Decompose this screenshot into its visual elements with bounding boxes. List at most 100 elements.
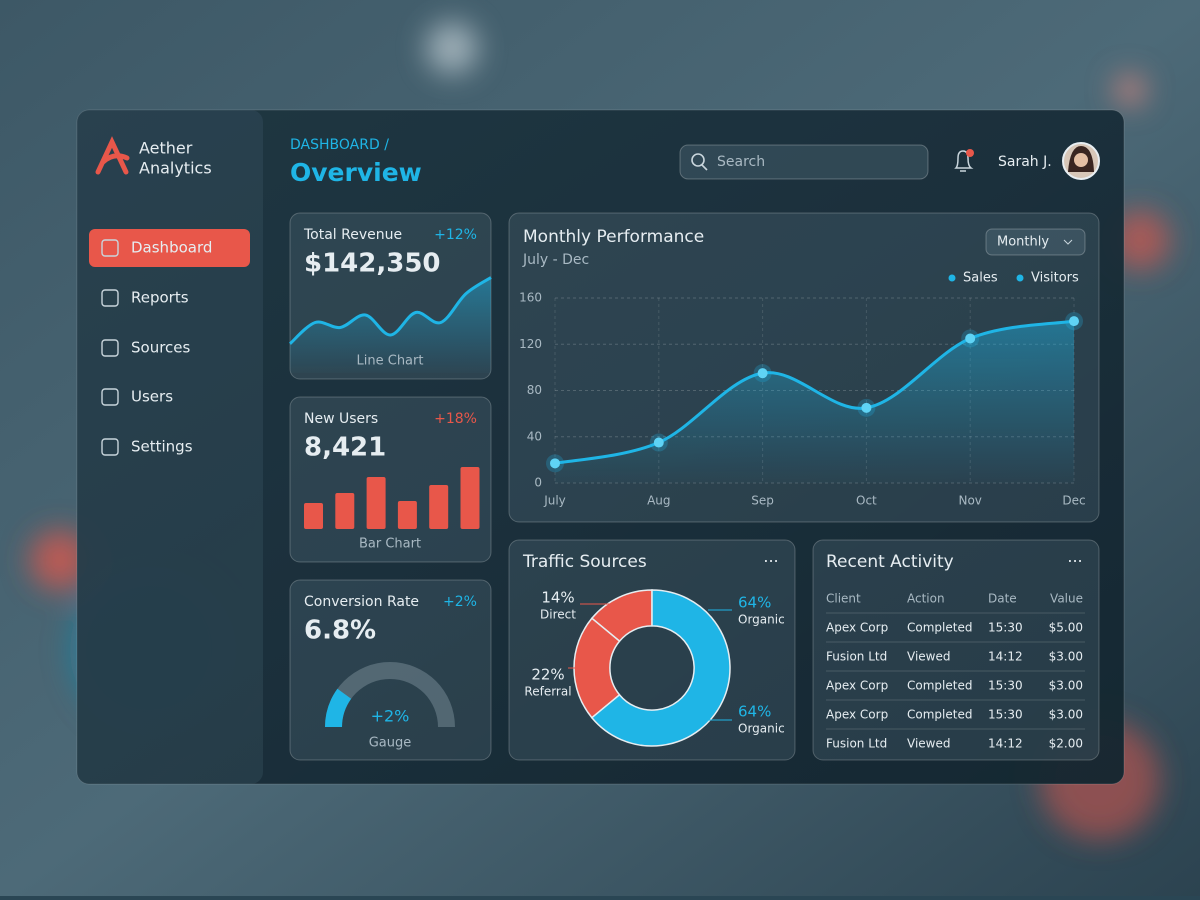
main-panel [76,109,1125,785]
y-tick-label: 160 [519,291,542,305]
dropdown-label: Monthly [997,235,1049,250]
kpi: 8,421 [304,433,386,463]
table-cell: 15:30 [988,621,1023,635]
table-cell: Apex Corp [826,708,888,722]
page-title: Overview [290,158,422,187]
bar [429,485,449,529]
sidebar [77,110,263,784]
card-title: Traffic Sources [522,552,647,572]
x-tick-label: July [543,494,566,508]
table-cell: Fusion Ltd [826,737,887,751]
legend-dot [1016,274,1024,282]
change: +18% [434,411,477,427]
marker [1069,316,1079,327]
table-header: Date [988,592,1017,606]
search-icon [691,153,705,167]
avatar-face [1074,153,1088,167]
nav-item[interactable]: Reports [131,289,189,307]
nav-item[interactable]: Settings [131,438,193,456]
bar [397,501,417,529]
marker [965,333,976,344]
menu-dots[interactable]: ··· [1067,552,1082,571]
change: +12% [434,227,477,243]
x-tick-label: Nov [958,494,981,508]
table-cell: Fusion Ltd [826,650,887,664]
x-tick-label: Sep [751,494,774,508]
table-cell: Viewed [907,650,950,664]
bar [460,467,480,529]
card [508,539,796,761]
slice-value: 14% [541,589,574,607]
change: +2% [443,594,477,610]
table-cell: 14:12 [988,737,1023,751]
breadcrumb[interactable]: DASHBOARD / [290,137,389,153]
marker [757,368,768,379]
table-cell: 15:30 [988,708,1023,722]
legend-label: Visitors [1031,271,1079,286]
nav-active[interactable] [89,229,250,267]
table-header: Action [907,592,945,606]
table-cell: $5.00 [1049,621,1083,635]
slice-value: 64% [738,594,771,612]
bar [304,503,323,529]
slice-label: Organic [738,722,785,736]
caption: Bar Chart [359,537,421,552]
x-tick-label: Dec [1062,494,1085,508]
search-box[interactable] [679,144,929,180]
area [555,321,1074,483]
nav-item[interactable]: Dashboard [131,239,212,257]
card-title: Monthly Performance [523,227,704,247]
table-header: Value [1050,592,1083,606]
slice-label: Direct [540,608,576,622]
bar [335,493,355,529]
slice-value: 64% [738,703,771,721]
table-cell: Completed [907,708,972,722]
table-header: Client [826,592,861,606]
table-cell: Completed [907,679,972,693]
marker [550,458,560,469]
notification-dot [966,149,974,157]
sparkline [288,276,492,345]
nav-item[interactable]: Sources [131,339,191,357]
marker [653,437,664,448]
search-placeholder: Search [717,154,765,170]
nav-icon [101,289,119,307]
table-cell: 14:12 [988,650,1023,664]
card-title: New Users [304,411,378,427]
table-cell: $3.00 [1049,708,1083,722]
slice-label: Organic [738,613,785,627]
line [554,319,1075,465]
table-cell: $3.00 [1049,679,1083,693]
kpi: $142,350 [304,249,441,279]
legend-dot [948,274,956,282]
nav-item[interactable]: Users [131,388,173,406]
gauge-track [325,662,455,727]
table-cell: $2.00 [1049,737,1083,751]
nav-icon [101,339,119,357]
nav-icon [101,239,119,257]
table-cell: Viewed [907,737,950,751]
dropdown[interactable] [985,228,1086,256]
bell-icon[interactable] [954,150,974,172]
area [290,277,491,373]
card-title: Total Revenue [303,227,402,243]
logo [95,136,130,175]
y-tick-label: 120 [519,337,542,351]
table-cell: 15:30 [988,679,1023,693]
x-tick-label: Oct [856,494,877,508]
card [812,539,1100,761]
y-tick-label: 0 [534,476,542,490]
card-title: Recent Activity [826,552,954,572]
gauge-fill [325,688,352,727]
kpi: 6.8% [304,616,376,646]
bar [366,477,386,529]
user-name[interactable]: Sarah J. [998,154,1052,170]
chevron [1063,239,1073,245]
y-tick-label: 80 [527,383,542,397]
menu-dots[interactable]: ··· [763,552,778,571]
brand: Analytics [139,159,212,178]
table-cell: Completed [907,621,972,635]
marker [861,402,872,413]
